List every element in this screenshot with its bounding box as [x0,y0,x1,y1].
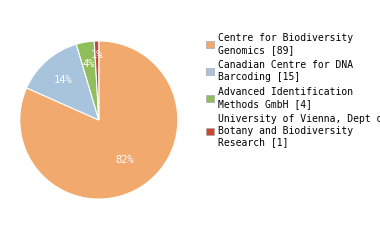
Text: 14%: 14% [54,75,73,85]
Text: 1%: 1% [91,50,103,60]
Wedge shape [94,41,99,120]
Wedge shape [76,41,99,120]
Wedge shape [20,41,178,199]
Wedge shape [27,44,99,120]
Text: 4%: 4% [83,59,95,69]
Text: 82%: 82% [115,155,134,165]
Legend: Centre for Biodiversity
Genomics [89], Canadian Centre for DNA
Barcoding [15], A: Centre for Biodiversity Genomics [89], C… [206,33,380,147]
